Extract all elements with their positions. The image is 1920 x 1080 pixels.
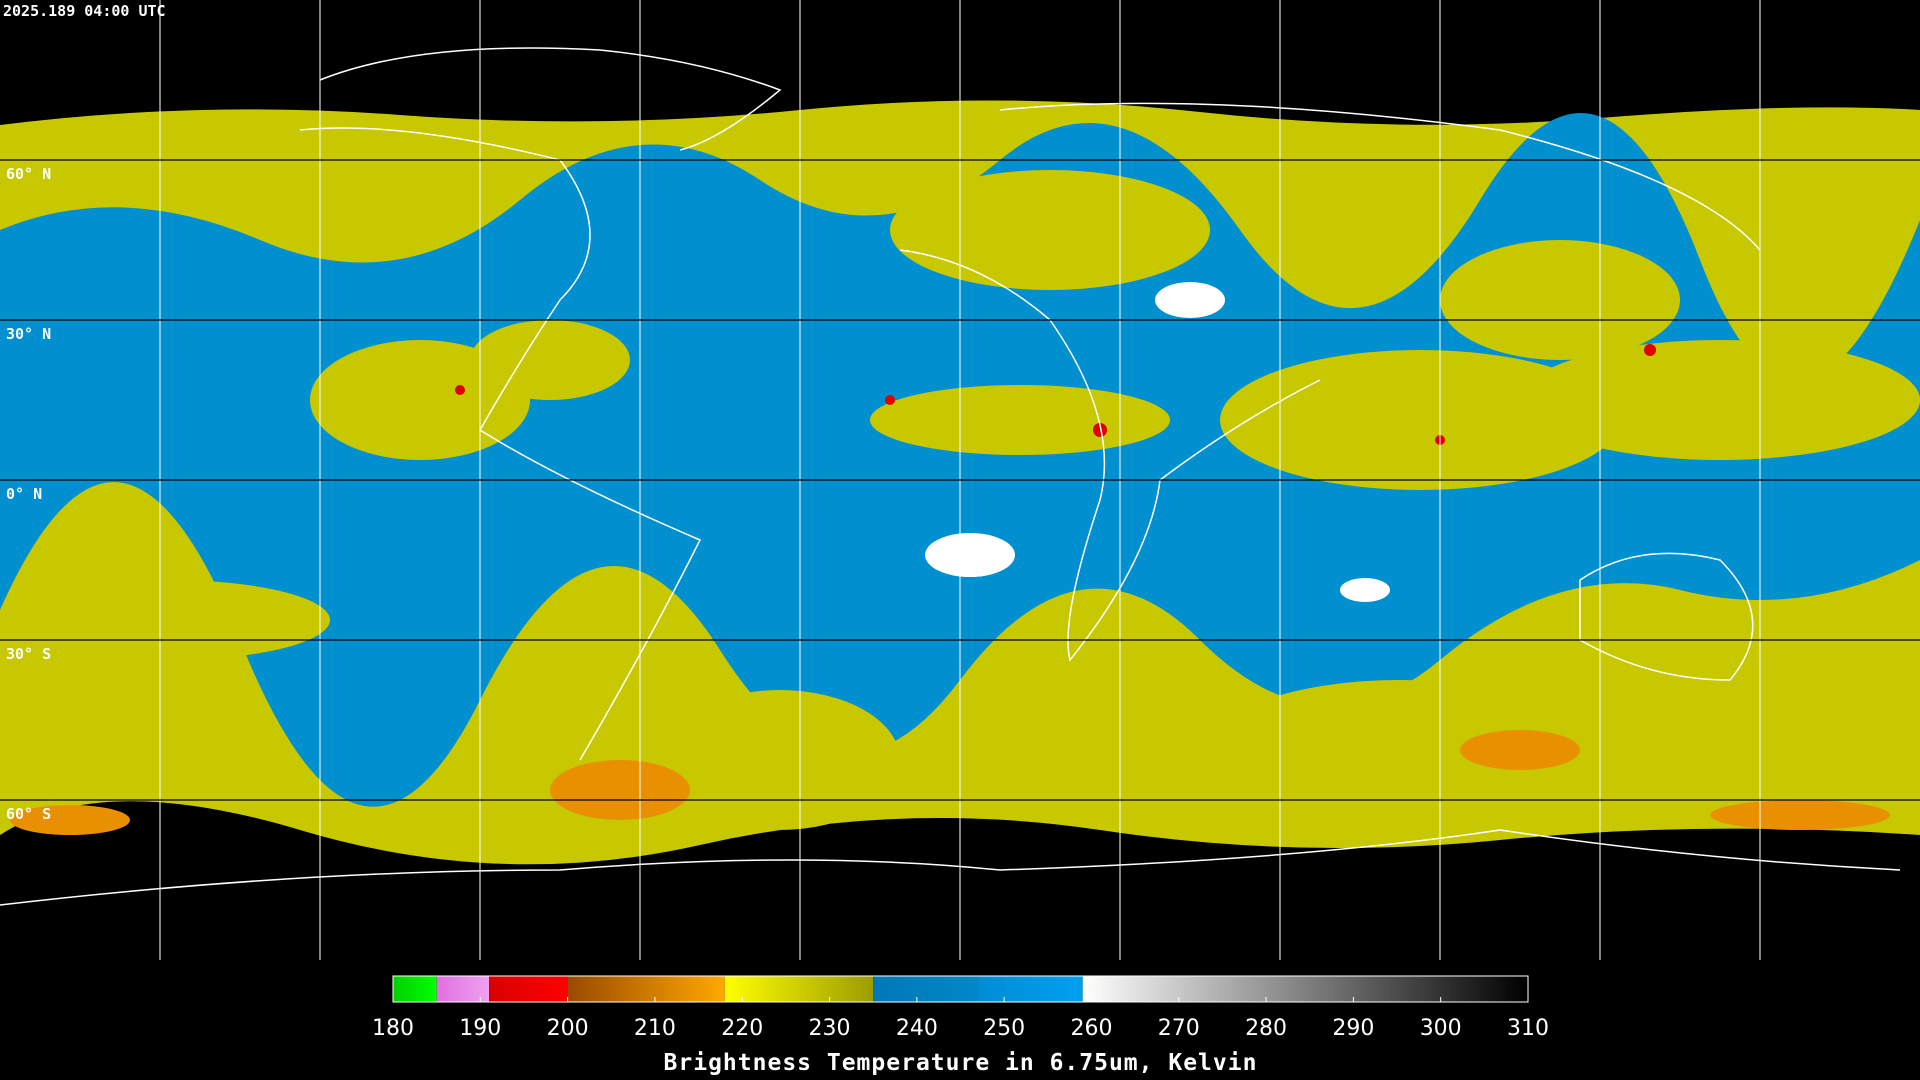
colorbar-tick-label: 200	[547, 1016, 589, 1041]
timestamp: 2025.189 04:00 UTC	[3, 2, 166, 20]
colorbar-tick-label: 270	[1158, 1016, 1200, 1041]
lat-label: 30° S	[6, 645, 51, 663]
colorbar-tick-label: 180	[372, 1016, 414, 1041]
colorbar-segment	[393, 976, 437, 1002]
colorbar-tick-label: 250	[983, 1016, 1025, 1041]
map	[0, 0, 1920, 960]
colorbar-segment	[724, 976, 874, 1002]
colorbar-segment	[977, 976, 1083, 1002]
colorbar-tick-label: 190	[459, 1016, 501, 1041]
colorbar-tick-label: 220	[721, 1016, 763, 1041]
colorbar-tick-label: 290	[1332, 1016, 1374, 1041]
lat-label: 60° S	[6, 805, 51, 823]
lat-label: 60° N	[6, 165, 51, 183]
coastlines	[0, 47, 1901, 906]
colorbar: 180 190 200 210 220 230 240 250 260 270 280 290 300 3…	[372, 975, 1549, 1076]
colorbar-frame	[392, 975, 1529, 1003]
lat-label: 0° N	[6, 485, 42, 503]
colorbar-tick-label: 260	[1070, 1016, 1112, 1041]
lat-label: 30° N	[6, 325, 51, 343]
colorbar-tick-label: 300	[1420, 1016, 1462, 1041]
colorbar-title: Brightness Temperature in 6.75um, Kelvin	[664, 1050, 1258, 1076]
colorbar-tick-label: 310	[1507, 1016, 1549, 1041]
colorbar-segment	[873, 976, 978, 1002]
cold-tops	[10, 730, 1890, 835]
colorbar-tick-label: 280	[1245, 1016, 1287, 1041]
colorbar-segment	[567, 976, 725, 1002]
warm-dry-spots	[925, 282, 1390, 602]
graticule	[159, 0, 1761, 960]
colorbar-segment	[436, 976, 490, 1002]
colorbar-segment	[1082, 976, 1528, 1002]
colorbar-tick-label: 230	[809, 1016, 851, 1041]
colorbar-segment	[489, 976, 568, 1002]
colorbar-tick-label: 210	[634, 1016, 676, 1041]
colorbar-tick-label: 240	[896, 1016, 938, 1041]
